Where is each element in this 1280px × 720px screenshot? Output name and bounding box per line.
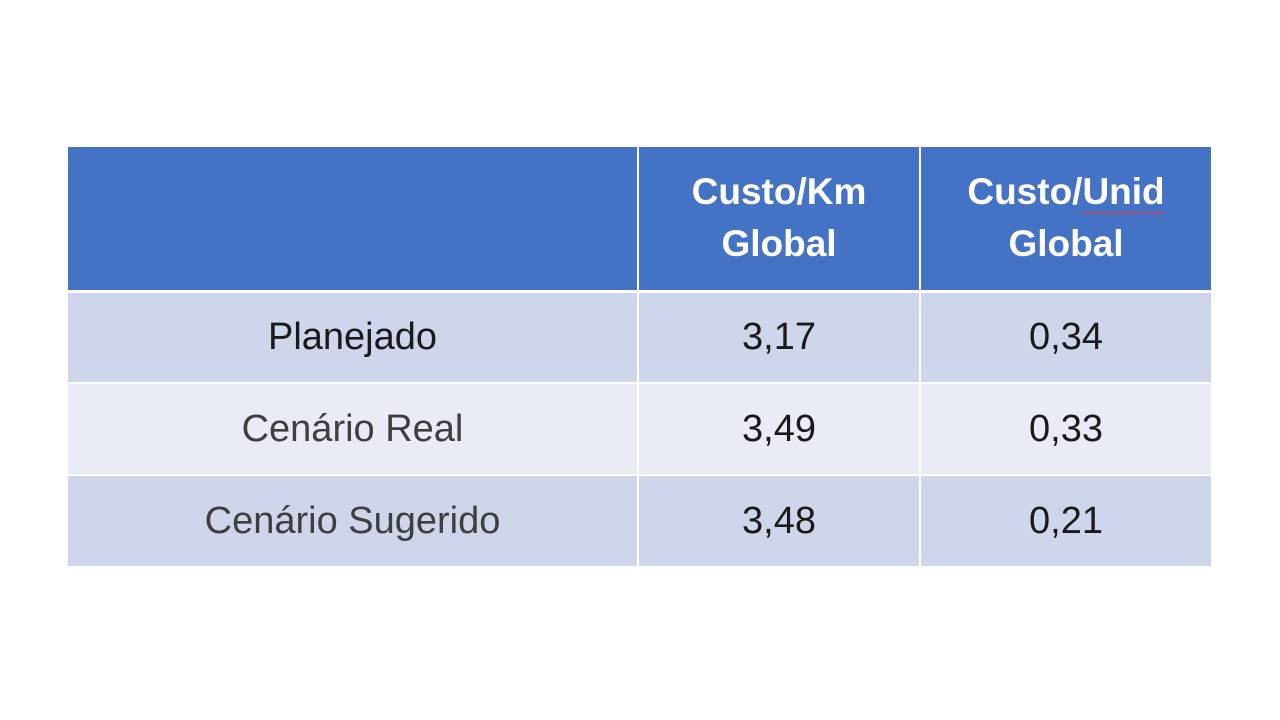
- header-custo-unid-line2: Global: [1008, 223, 1124, 265]
- header-custo-km-line1: Custo/Km: [691, 171, 867, 213]
- header-empty-cell: [68, 147, 639, 293]
- row-label: Planejado: [68, 291, 639, 384]
- header-row: Custo/Km Global Custo/Unid Global: [68, 147, 1211, 293]
- header-custo-km-line2: Global: [721, 223, 837, 265]
- table-row: Cenário Sugerido 3,48 0,21: [68, 475, 1211, 568]
- cost-comparison-table: Custo/Km Global Custo/Unid Global Planej…: [68, 147, 1211, 568]
- table-row: Planejado 3,17 0,34: [68, 291, 1211, 384]
- cell-custo-unid: 0,21: [920, 475, 1211, 568]
- row-label: Cenário Real: [68, 383, 639, 476]
- cell-custo-unid: 0,34: [920, 291, 1211, 384]
- table-row: Cenário Real 3,49 0,33: [68, 383, 1211, 476]
- header-custo-km: Custo/Km Global: [638, 147, 921, 293]
- cell-custo-km: 3,48: [638, 475, 921, 568]
- header-custo-unid: Custo/Unid Global: [920, 147, 1211, 293]
- row-label: Cenário Sugerido: [68, 475, 639, 568]
- cell-custo-km: 3,49: [638, 383, 921, 476]
- header-custo-unid-line1b: Unid: [1082, 171, 1165, 213]
- cell-custo-km: 3,17: [638, 291, 921, 384]
- header-custo-unid-line1a: Custo/: [967, 171, 1083, 213]
- cell-custo-unid: 0,33: [920, 383, 1211, 476]
